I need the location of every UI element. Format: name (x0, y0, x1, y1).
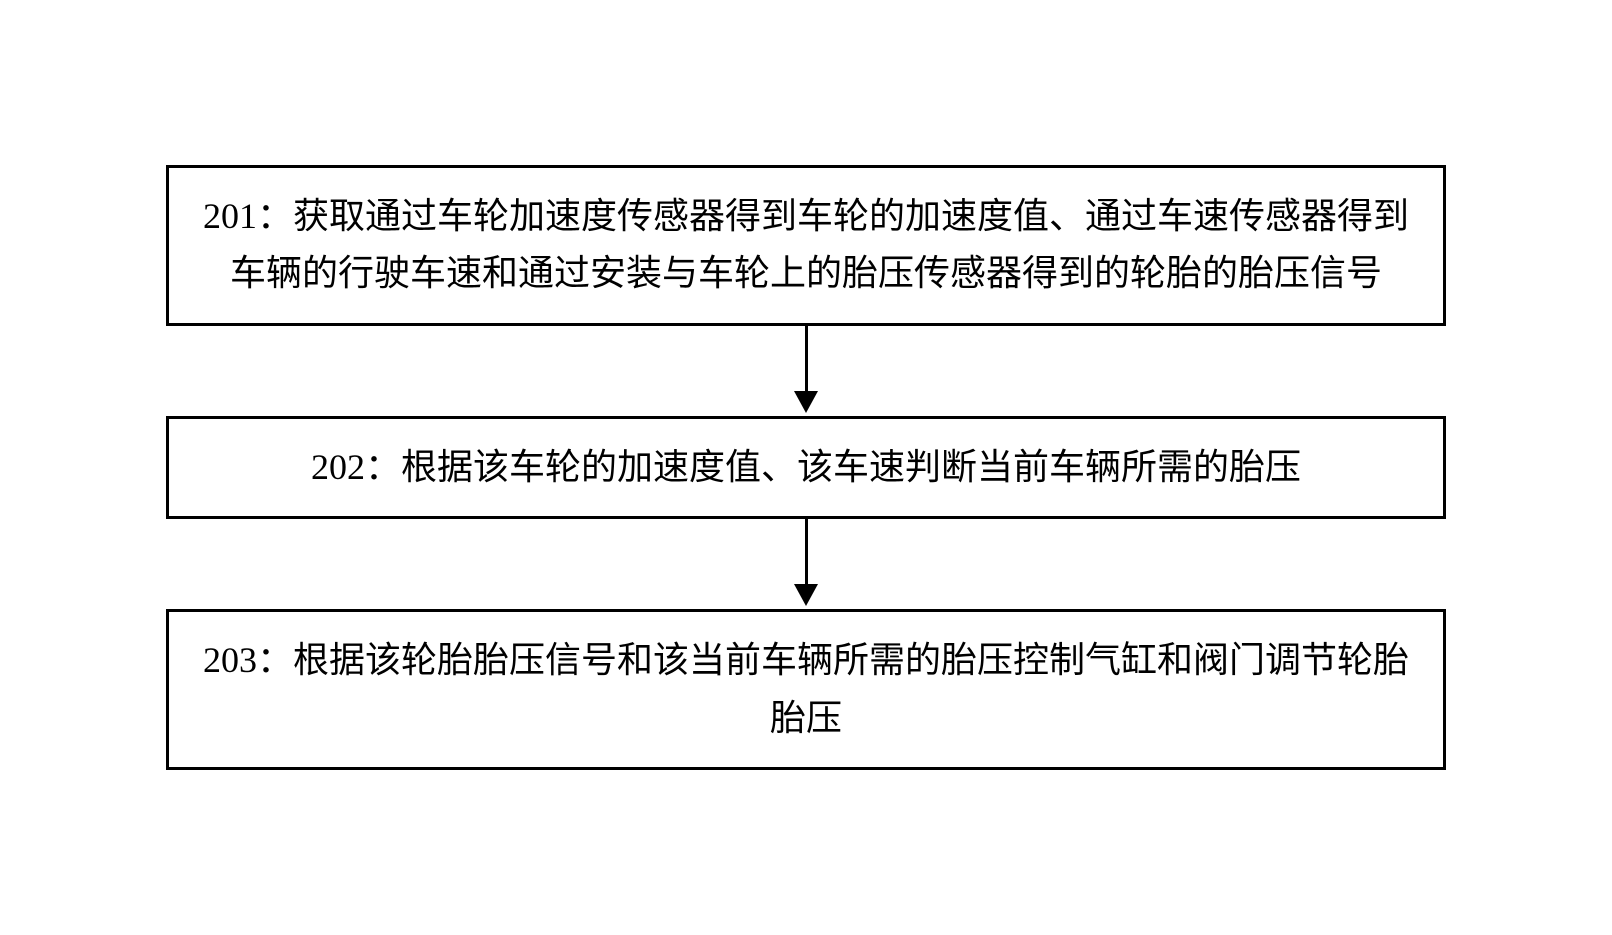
arrow-1 (794, 326, 818, 416)
step-text: 根据该轮胎胎压信号和该当前车辆所需的胎压控制气缸和阀门调节轮胎胎压 (293, 640, 1409, 738)
flowchart-step-201: 201：获取通过车轮加速度传感器得到车轮的加速度值、通过车速传感器得到车辆的行驶… (166, 165, 1446, 326)
step-number: 203： (203, 640, 293, 680)
arrow-2 (794, 519, 818, 609)
arrow-line (805, 519, 808, 584)
arrow-head (794, 584, 818, 606)
step-number: 202： (311, 447, 401, 487)
flowchart-container: 201：获取通过车轮加速度传感器得到车轮的加速度值、通过车速传感器得到车辆的行驶… (126, 125, 1486, 811)
flowchart-step-203: 203：根据该轮胎胎压信号和该当前车辆所需的胎压控制气缸和阀门调节轮胎胎压 (166, 609, 1446, 770)
arrow-line (805, 326, 808, 391)
step-number: 201： (203, 196, 293, 236)
flowchart-step-202: 202：根据该车轮的加速度值、该车速判断当前车辆所需的胎压 (166, 416, 1446, 520)
step-text: 获取通过车轮加速度传感器得到车轮的加速度值、通过车速传感器得到车辆的行驶车速和通… (230, 196, 1409, 294)
step-text: 根据该车轮的加速度值、该车速判断当前车辆所需的胎压 (401, 447, 1301, 487)
arrow-head (794, 391, 818, 413)
